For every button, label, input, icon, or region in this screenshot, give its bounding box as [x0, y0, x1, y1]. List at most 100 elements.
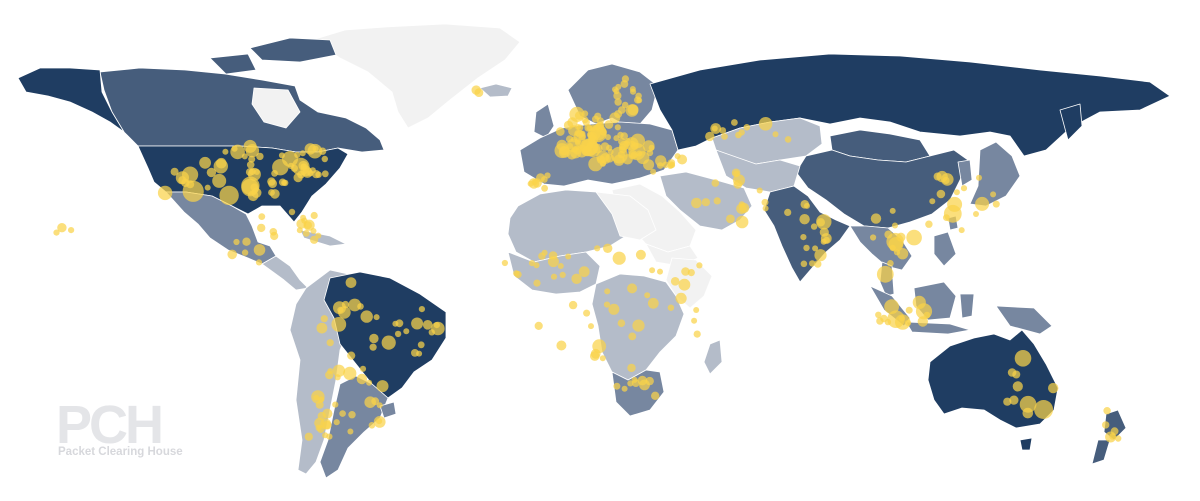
exchange-point-423	[731, 119, 738, 126]
exchange-point-266	[373, 416, 386, 428]
exchange-point-428	[1048, 382, 1059, 394]
exchange-point-230	[381, 335, 396, 350]
exchange-point-372	[887, 260, 894, 267]
exchange-point-192	[157, 185, 173, 201]
exchange-point-422	[758, 117, 773, 131]
exchange-point-303	[599, 355, 606, 362]
exchange-point-61	[566, 135, 574, 143]
exchange-point-248	[394, 330, 402, 338]
exchange-point-391	[943, 214, 950, 222]
exchange-point-302	[608, 303, 620, 315]
exchange-point-160	[272, 159, 289, 176]
exchange-point-273	[376, 380, 389, 393]
exchange-point-193	[170, 167, 179, 176]
exchange-point-455	[474, 88, 484, 97]
exchange-point-88	[574, 129, 581, 137]
exchange-point-342	[701, 198, 711, 207]
exchange-point-364	[823, 236, 830, 244]
exchange-point-187	[300, 163, 307, 170]
exchange-point-450	[613, 382, 621, 390]
exchange-point-421	[705, 131, 715, 142]
exchange-point-439	[1115, 435, 1122, 442]
exchange-point-225	[345, 277, 357, 288]
exchange-point-239	[357, 303, 364, 310]
exchange-point-234	[316, 322, 328, 334]
exchange-point-319	[559, 271, 566, 278]
exchange-point-131	[531, 179, 538, 186]
exchange-point-221	[241, 249, 249, 256]
exchange-point-219	[253, 244, 266, 256]
country-madagascar	[703, 339, 723, 375]
exchange-point-78	[582, 118, 590, 126]
country-central-america	[261, 255, 309, 291]
exchange-point-385	[960, 185, 968, 192]
exchange-point-169	[219, 185, 239, 206]
exchange-point-456	[53, 229, 60, 236]
exchange-point-317	[538, 252, 546, 260]
exchange-point-452	[639, 379, 650, 391]
country-iceland	[479, 83, 513, 98]
exchange-point-207	[296, 227, 303, 234]
exchange-point-134	[246, 161, 255, 169]
exchange-point-399	[975, 196, 990, 211]
exchange-point-403	[923, 311, 931, 319]
exchange-point-301	[568, 300, 578, 310]
exchange-point-278	[318, 396, 325, 403]
exchange-point-118	[648, 144, 655, 151]
exchange-point-367	[810, 223, 818, 230]
exchange-point-218	[255, 259, 263, 266]
exchange-point-373	[870, 213, 882, 224]
exchange-point-329	[675, 292, 687, 304]
exchange-point-115	[650, 168, 657, 175]
exchange-point-343	[735, 215, 749, 229]
exchange-point-458	[57, 223, 67, 233]
exchange-point-158	[281, 179, 288, 186]
exchange-point-383	[889, 207, 896, 214]
exchange-point-89	[587, 131, 598, 141]
exchange-point-105	[618, 106, 626, 114]
exchange-point-261	[325, 370, 334, 380]
exchange-point-206	[288, 208, 296, 216]
exchange-point-305	[578, 266, 590, 278]
country-uk	[533, 103, 555, 139]
exchange-point-57	[570, 147, 582, 159]
exchange-point-181	[309, 167, 316, 174]
exchange-point-298	[583, 309, 591, 317]
exchange-point-331	[696, 262, 703, 269]
exchange-point-361	[814, 249, 827, 262]
exchange-point-244	[417, 341, 425, 349]
exchange-point-42	[596, 150, 610, 164]
exchange-point-104	[614, 98, 622, 106]
exchange-point-288	[604, 288, 611, 295]
exchange-point-107	[615, 83, 622, 90]
exchange-point-265	[366, 379, 373, 386]
exchange-point-264	[343, 366, 357, 380]
exchange-point-311	[590, 351, 600, 361]
exchange-point-119	[656, 162, 664, 169]
exchange-point-363	[784, 208, 792, 216]
exchange-point-359	[816, 214, 832, 230]
exchange-point-446	[651, 391, 660, 400]
exchange-point-259	[334, 374, 341, 381]
exchange-point-431	[1009, 395, 1019, 405]
pch-logo-subtitle: Packet Clearing House	[58, 446, 183, 458]
exchange-point-243	[395, 319, 404, 328]
exchange-point-64	[619, 145, 627, 154]
exchange-point-133	[540, 176, 548, 183]
exchange-point-151	[204, 184, 211, 191]
exchange-point-371	[870, 234, 877, 241]
exchange-point-153	[278, 152, 285, 159]
exchange-point-384	[990, 191, 997, 198]
exchange-point-400	[976, 174, 982, 181]
exchange-point-379	[876, 265, 894, 283]
point-layer	[53, 75, 1122, 443]
country-new-zealand-south	[1091, 439, 1111, 465]
exchange-point-228	[338, 306, 351, 319]
exchange-point-414	[912, 295, 926, 309]
exchange-point-167	[241, 178, 259, 197]
exchange-point-191	[304, 143, 316, 155]
exchange-point-210	[270, 231, 279, 241]
exchange-point-294	[657, 268, 663, 275]
country-canada-north-island-2	[209, 53, 257, 75]
exchange-point-380	[906, 229, 922, 246]
